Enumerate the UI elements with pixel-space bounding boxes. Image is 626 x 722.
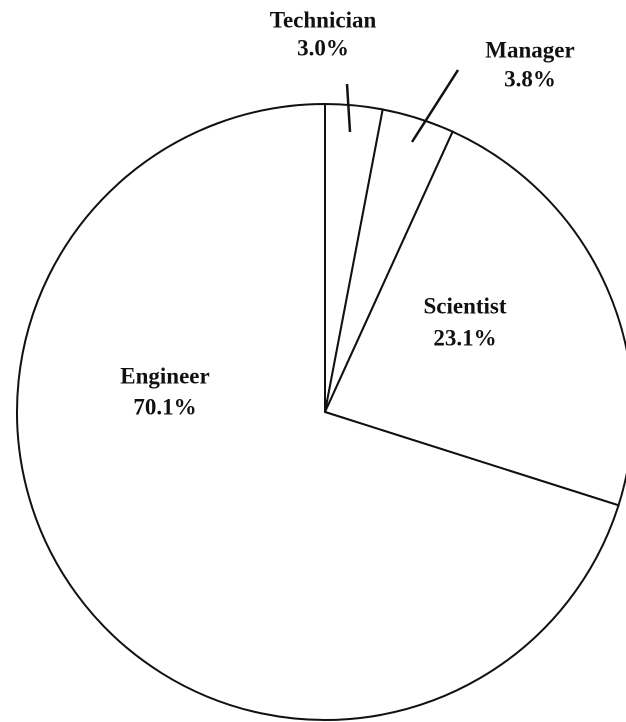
slice-value-label: 23.1%: [433, 325, 496, 350]
slice-label: Manager: [485, 37, 574, 62]
pie-slice: [323, 130, 626, 507]
slice-label: Technician: [270, 7, 377, 32]
slice-value-label: 70.1%: [133, 394, 196, 419]
slice-label: Scientist: [423, 293, 506, 318]
pie-slice: [16, 102, 620, 721]
leader-line: [410, 69, 460, 143]
leader-line: [345, 83, 352, 133]
slice-value-label: 3.0%: [297, 35, 349, 60]
slice-value-label: 3.8%: [504, 66, 556, 91]
slice-label: Engineer: [120, 363, 209, 388]
